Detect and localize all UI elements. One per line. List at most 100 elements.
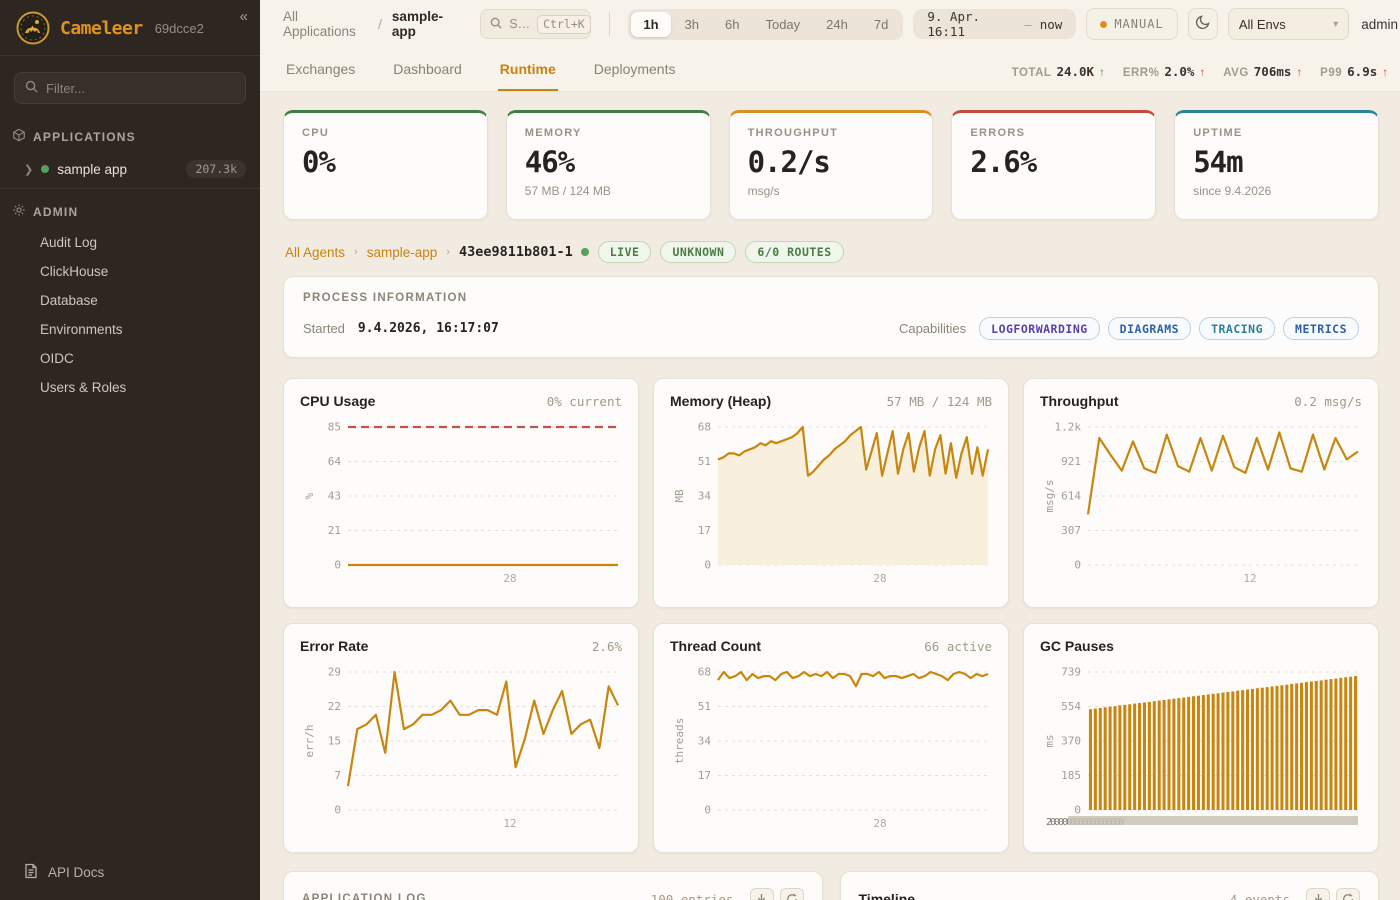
chart-header: Memory (Heap) 57 MB / 124 MB (670, 393, 992, 409)
filter-placeholder: Filter... (46, 80, 86, 96)
svg-text:28: 28 (503, 572, 516, 585)
svg-text:307: 307 (1061, 524, 1081, 537)
metric-subtext: msg/s (747, 184, 780, 198)
metric-label: MEMORY (524, 127, 582, 139)
sidebar-item-sample-app[interactable]: ❯ sample app 207.3k (0, 153, 260, 188)
spacer (0, 402, 260, 849)
download-button[interactable] (1306, 888, 1330, 900)
svg-text:7: 7 (334, 769, 341, 782)
tab-runtime[interactable]: Runtime (497, 51, 558, 91)
tab-exchanges[interactable]: Exchanges (286, 61, 356, 77)
sidebar-collapse-icon[interactable]: « (239, 8, 248, 25)
svg-text:0: 0 (1074, 804, 1081, 817)
svg-text:43: 43 (328, 490, 341, 503)
breadcrumb-all-applications[interactable]: All Applications (283, 9, 356, 39)
sidebar-filter-input[interactable]: Filter... (14, 72, 246, 104)
time-range-today[interactable]: Today (753, 12, 812, 37)
chart-header: CPU Usage 0% current (300, 393, 622, 409)
metric-value: 0% (302, 145, 336, 179)
svg-text:614: 614 (1061, 490, 1081, 503)
time-range-6h[interactable]: 6h (713, 12, 751, 37)
agent-live-dot (580, 248, 589, 256)
sidebar-item-environments[interactable]: Environments (40, 321, 123, 337)
stat-label: AVG (1223, 67, 1249, 79)
chart-card-cpu-usage: CPU Usage 0% current 85 64 43 21 0% 28 (283, 378, 639, 608)
date-range-from: 9. Apr. 16:11 (927, 9, 981, 39)
admin-section-header: ADMIN (0, 193, 260, 228)
trend-arrow-icon: ↑ (1382, 67, 1388, 79)
tab-dashboard[interactable]: Dashboard (393, 61, 462, 77)
sidebar-item-audit-log[interactable]: Audit Log (40, 234, 98, 250)
stat-label: P99 (1320, 67, 1343, 79)
gear-icon (12, 203, 26, 220)
metric-subtext: 57 MB / 124 MB (524, 184, 611, 198)
chart-card-thread-count: Thread Count 66 active 68 51 34 17 0 threads 28 (653, 623, 1009, 853)
chart-plot-thread-count: 68 51 34 17 0 threads 28 (673, 666, 989, 830)
sidebar-item-users-roles[interactable]: Users & Roles (40, 379, 127, 395)
bottom-card-count: 4 events (1229, 891, 1290, 900)
manual-refresh-button[interactable]: MANUAL (1086, 8, 1178, 40)
time-range-24h[interactable]: 24h (814, 12, 860, 37)
agents-link-app[interactable]: sample-app (366, 244, 438, 260)
chart-header: Error Rate 2.6% (300, 638, 622, 654)
svg-text:17: 17 (698, 524, 711, 537)
cube-icon (12, 128, 26, 145)
metric-value: 46% (524, 145, 575, 179)
search-shortcut-kbd: Ctrl+K (537, 14, 591, 34)
breadcrumb-current-app: sample-app (391, 9, 443, 39)
started-label: Started (303, 321, 345, 336)
trend-arrow-icon: ↑ (1199, 67, 1206, 79)
metric-value: 2.6% (970, 145, 1037, 179)
stat-err: ERR% 2.0% ↑ (1123, 64, 1205, 79)
agents-link-all[interactable]: All Agents (285, 244, 346, 260)
trend-arrow-icon: ↑ (1296, 67, 1303, 79)
refresh-button[interactable] (779, 888, 804, 900)
chart-current-value: 2.6% (591, 639, 622, 654)
sidebar-item-oidc[interactable]: OIDC (40, 350, 74, 366)
svg-text:0: 0 (704, 559, 711, 572)
sidebar-item-api-docs[interactable]: API Docs (0, 849, 260, 900)
download-button[interactable] (749, 888, 774, 900)
time-range-3h[interactable]: 3h (673, 12, 711, 37)
tab-deployments[interactable]: Deployments (593, 61, 676, 77)
sidebar-item-clickhouse[interactable]: ClickHouse (40, 263, 109, 279)
user-menu[interactable]: admin (1361, 16, 1398, 32)
refresh-button[interactable] (1336, 888, 1360, 900)
svg-text:370: 370 (1061, 735, 1081, 748)
svg-text:0: 0 (334, 559, 341, 572)
svg-text:0: 0 (1074, 559, 1081, 572)
divider (0, 188, 260, 189)
chart-card-memory-heap: Memory (Heap) 57 MB / 124 MB 68 51 34 17 0 MB 28 (653, 378, 1009, 608)
dark-mode-toggle[interactable] (1187, 8, 1218, 40)
agent-badge-6-0-routes: 6/0 ROUTES (745, 241, 844, 263)
time-range-1h[interactable]: 1h (631, 11, 671, 37)
tabs-bar: Exchanges Dashboard Runtime Deployments TOT… (260, 48, 1400, 92)
chart-card-throughput: Throughput 0.2 msg/s 1.2k 921 614 307 0 msg/s 12 (1023, 378, 1379, 608)
chevron-right-icon[interactable]: ❯ (24, 163, 34, 176)
app-count-badge: 207.3k (186, 160, 246, 178)
metric-card-memory: MEMORY 46% 57 MB / 124 MB (505, 110, 711, 220)
process-information-card: PROCESS INFORMATION Started 9.4.2026, 16… (283, 276, 1379, 358)
chart-current-value: 57 MB / 124 MB (886, 394, 992, 409)
chart-title: CPU Usage (300, 393, 376, 409)
metric-label: UPTIME (1193, 127, 1243, 139)
divider (0, 55, 260, 56)
environment-select[interactable]: All Envs ▾ (1227, 8, 1350, 40)
svg-text:51: 51 (698, 455, 711, 468)
sidebar-item-database[interactable]: Database (40, 292, 98, 308)
main-area: All Applications / sample-app S… Ctrl+K … (260, 0, 1400, 900)
global-search-input[interactable]: S… Ctrl+K (480, 9, 592, 39)
document-icon (24, 863, 38, 882)
svg-text:err/h: err/h (303, 724, 316, 757)
svg-text:28: 28 (873, 817, 886, 830)
svg-text:22: 22 (328, 700, 341, 713)
svg-text:739: 739 (1061, 666, 1081, 679)
capability-metrics: METRICS (1283, 317, 1359, 340)
time-range-7d[interactable]: 7d (862, 12, 900, 37)
date-range-picker[interactable]: 9. Apr. 16:11 — now (913, 9, 1077, 39)
metric-value: 0.2/s (747, 145, 831, 179)
capabilities-label: Capabilities (898, 321, 967, 336)
admin-nav: Audit Log ClickHouse Database Environments O… (0, 228, 260, 402)
stat-p99: P99 6.9s ↑ (1320, 64, 1388, 79)
